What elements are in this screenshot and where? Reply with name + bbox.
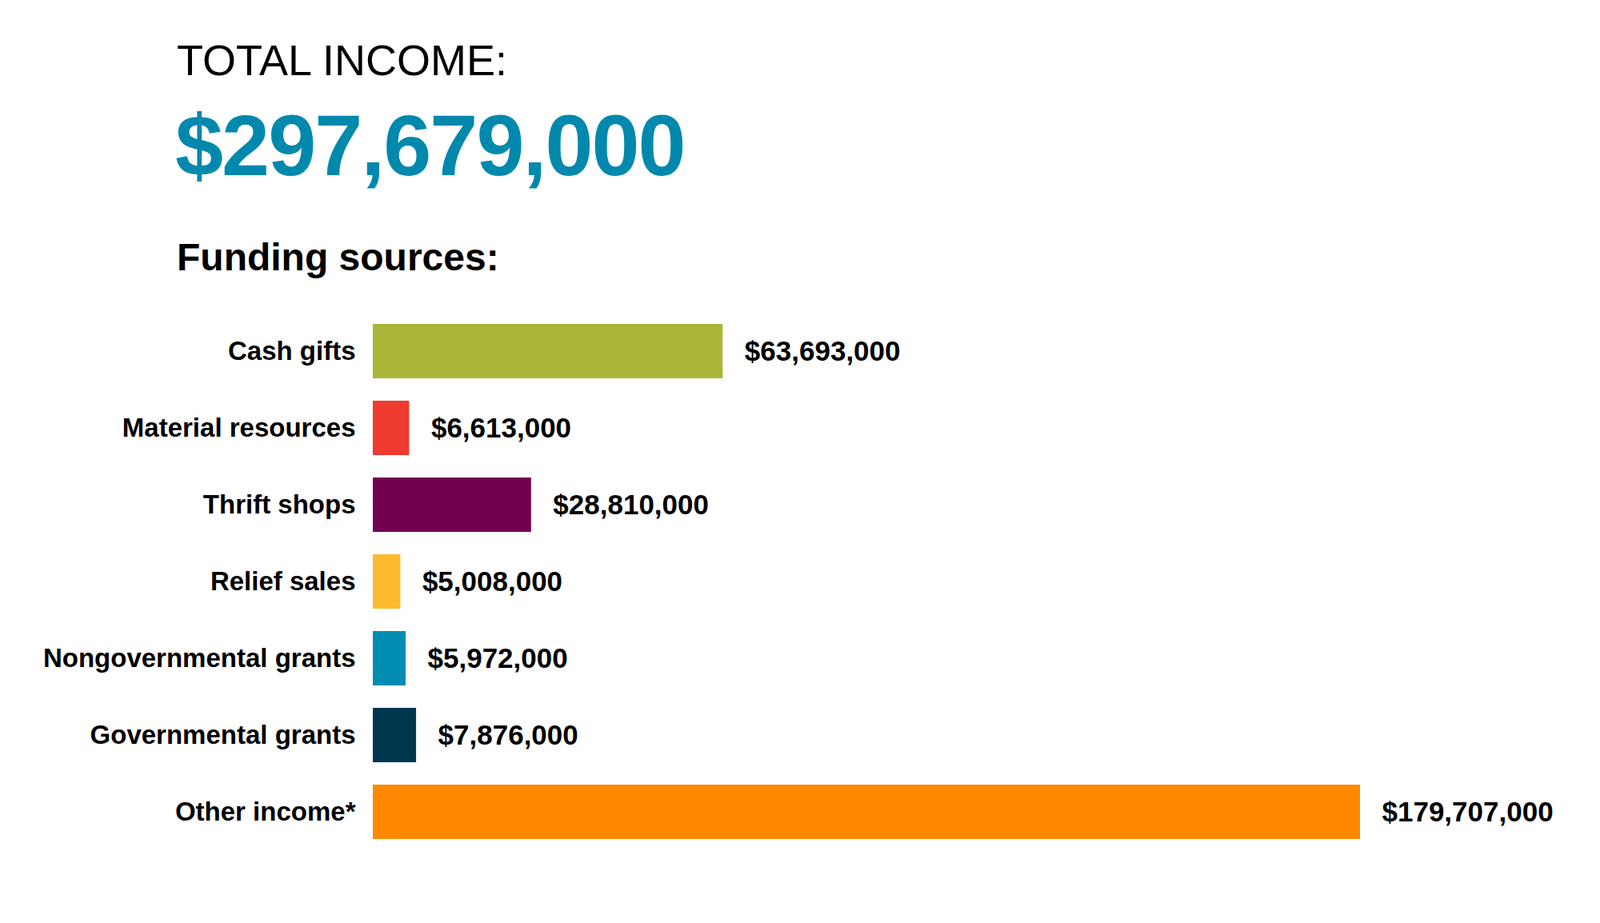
svg-text:Nongovernmental grants: Nongovernmental grants xyxy=(43,643,356,673)
svg-text:Material resources: Material resources xyxy=(122,412,356,443)
svg-text:Relief sales: Relief sales xyxy=(210,566,356,596)
svg-text:Thrift shops: Thrift shops xyxy=(203,489,356,520)
svg-text:Cash gifts: Cash gifts xyxy=(228,336,356,366)
html-text:$297,679,000: $297,679,000 xyxy=(175,96,685,194)
svg-text:Governmental grants: Governmental grants xyxy=(90,720,356,750)
svg-text:$5,972,000: $5,972,000 xyxy=(428,642,568,674)
svg-text:$7,876,000: $7,876,000 xyxy=(438,719,579,751)
svg-text:$6,613,000: $6,613,000 xyxy=(431,412,572,444)
html-text:TOTAL INCOME:: TOTAL INCOME: xyxy=(176,36,508,84)
svg-text:$28,810,000: $28,810,000 xyxy=(552,488,709,520)
svg-text:Other income*: Other income* xyxy=(175,796,356,827)
svg-text:$5,008,000: $5,008,000 xyxy=(422,565,563,597)
html-text:Funding sources:: Funding sources: xyxy=(176,236,499,279)
svg-text:$179,707,000: $179,707,000 xyxy=(1382,796,1554,828)
svg-text:$63,693,000: $63,693,000 xyxy=(744,335,901,367)
